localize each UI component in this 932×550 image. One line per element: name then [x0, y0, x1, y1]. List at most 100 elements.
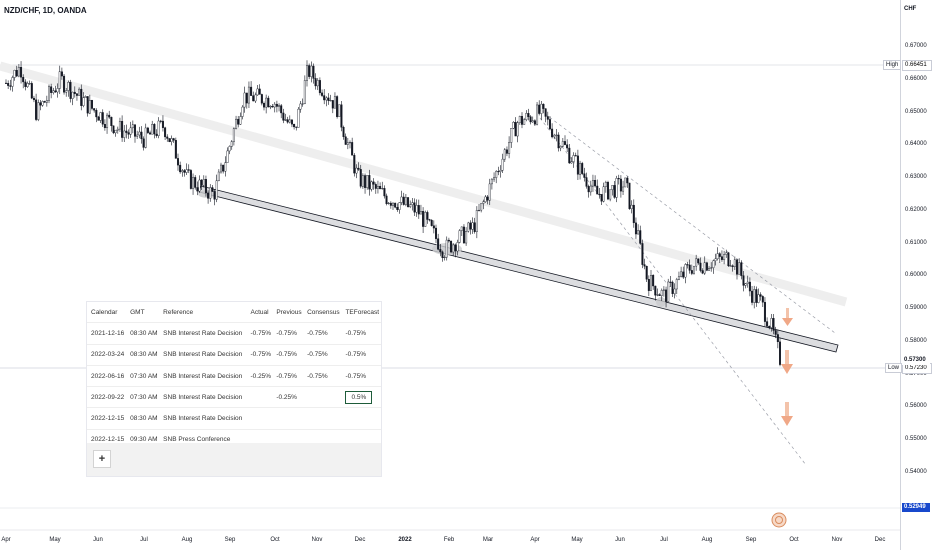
cell-time: 08:30 AM — [126, 344, 160, 366]
candle — [129, 127, 132, 135]
candle — [282, 112, 285, 121]
time-tick-label: Jun — [93, 537, 103, 543]
candle — [454, 244, 457, 252]
cell-time: 08:30 AM — [126, 322, 160, 345]
dashed-upper-trend — [539, 109, 836, 334]
candle — [293, 123, 296, 128]
candle — [58, 71, 61, 89]
candle — [336, 96, 339, 117]
candle — [290, 119, 293, 125]
candle — [273, 103, 276, 108]
candle — [245, 92, 248, 104]
candle — [705, 262, 708, 271]
candle — [508, 142, 511, 154]
cell-previous — [272, 407, 304, 430]
cell-forecast: -0.75% — [341, 344, 381, 366]
low-label: Low — [885, 363, 903, 373]
candle — [643, 264, 646, 267]
candle — [400, 196, 403, 203]
table-row[interactable]: 2022-03-24 08:30 AM SNB Interest Rate De… — [87, 344, 381, 366]
time-tick-label: Apr — [1, 537, 11, 543]
candle — [738, 262, 741, 275]
candle — [376, 186, 379, 189]
economic-calendar-widget[interactable]: Calendar GMT Reference Actual Previous C… — [86, 301, 382, 477]
time-tick-label: Jul — [660, 537, 668, 543]
candle — [488, 183, 491, 201]
candle — [402, 196, 405, 205]
candle — [355, 167, 358, 174]
time-tick-label: Jun — [615, 537, 625, 543]
candle — [56, 88, 59, 93]
candle — [26, 83, 29, 87]
table-row[interactable]: 2022-06-16 07:30 AM SNB Interest Rate De… — [87, 365, 381, 388]
candle — [318, 80, 321, 94]
candle — [239, 116, 242, 125]
candle — [731, 265, 734, 267]
candle — [779, 341, 782, 365]
candle — [701, 270, 704, 274]
header-consensus: Consensus — [303, 302, 342, 324]
candle — [538, 104, 541, 114]
cell-previous: -0.75% — [272, 365, 304, 388]
table-row[interactable]: 2021-12-16 08:30 AM SNB Interest Rate De… — [87, 322, 381, 345]
candle — [86, 96, 89, 114]
candle — [624, 177, 627, 188]
candle — [609, 189, 612, 200]
candle — [495, 171, 498, 178]
candle — [297, 108, 300, 128]
candle — [774, 330, 777, 335]
candle — [204, 179, 207, 194]
candle — [116, 128, 119, 131]
candle — [383, 188, 386, 197]
candle — [353, 155, 356, 174]
candle — [82, 97, 85, 106]
candle — [422, 211, 425, 227]
candle — [106, 114, 109, 129]
candle — [716, 253, 719, 260]
candle — [344, 136, 347, 145]
candle — [462, 226, 465, 244]
candle — [65, 90, 68, 93]
calendar-header-row: Calendar GMT Reference Actual Previous C… — [87, 302, 381, 324]
event-marker-icon[interactable] — [771, 512, 787, 528]
candle — [4, 82, 7, 84]
candle — [312, 65, 315, 79]
price-tick-label: 0.67000 — [905, 43, 927, 49]
candle — [247, 86, 250, 104]
candle — [693, 265, 696, 274]
time-tick-label: Apr — [530, 537, 540, 543]
candle — [45, 100, 48, 103]
candle — [658, 294, 661, 296]
candle — [112, 125, 115, 134]
candle — [505, 149, 508, 154]
candle — [736, 259, 739, 275]
candle — [280, 105, 283, 114]
candle — [727, 252, 730, 267]
price-axis[interactable] — [900, 0, 932, 550]
candle — [503, 149, 506, 160]
candle — [723, 254, 726, 260]
candle — [622, 186, 625, 192]
candle — [392, 202, 395, 206]
candle — [682, 271, 685, 278]
table-row[interactable]: 2022-12-15 08:30 AM SNB Interest Rate De… — [87, 407, 381, 430]
calendar-footer: + — [87, 443, 381, 476]
candle — [396, 207, 399, 210]
candle — [654, 285, 657, 296]
candle — [426, 212, 429, 220]
candle — [170, 138, 173, 142]
cell-date: 2022-06-16 — [87, 365, 127, 388]
candle — [84, 96, 87, 98]
table-row[interactable]: 2022-09-22 07:30 AM SNB Interest Rate De… — [87, 386, 381, 409]
candle — [90, 100, 93, 109]
time-tick-label: Sep — [745, 537, 757, 543]
candle — [183, 170, 186, 173]
currency-label: CHF — [904, 6, 917, 12]
candle — [626, 177, 629, 184]
candle — [708, 268, 711, 271]
candle — [39, 102, 42, 106]
price-tick-label: 0.66000 — [905, 75, 927, 82]
candle — [729, 265, 732, 267]
add-event-button[interactable]: + — [93, 450, 111, 468]
